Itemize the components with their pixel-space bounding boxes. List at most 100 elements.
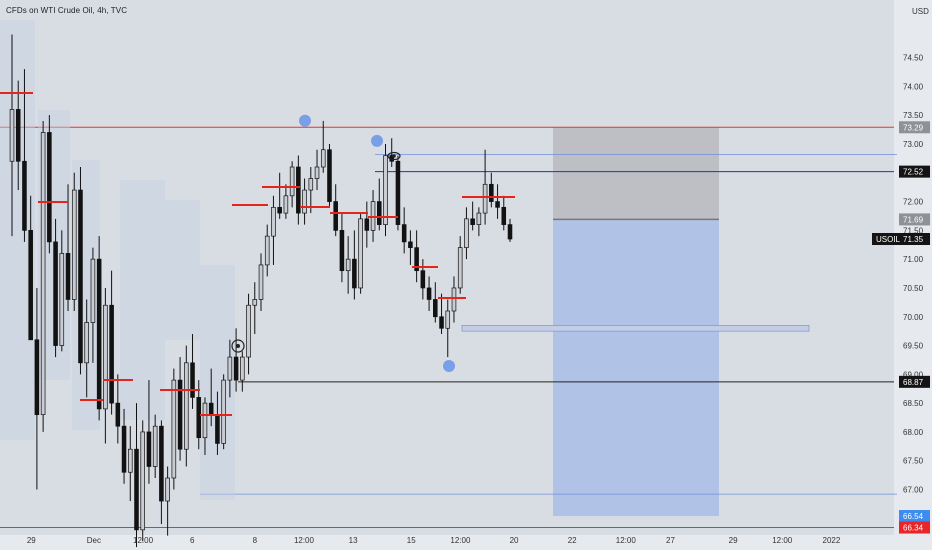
candle-body [59, 253, 65, 346]
candle-body [84, 322, 89, 364]
price-tag-label: 68.87 [903, 378, 924, 387]
price-tag [899, 510, 930, 523]
y-tick-label: 68.50 [903, 399, 924, 408]
candle-body [439, 316, 444, 329]
candle-body [109, 304, 114, 404]
swing-marker [299, 114, 311, 127]
currency-label: USD [912, 7, 929, 16]
candle [9, 34, 15, 237]
candle [196, 380, 202, 450]
demand-zone [461, 325, 810, 332]
candle [457, 236, 463, 294]
candle-body [320, 149, 326, 168]
candle-body [296, 166, 301, 214]
candle-body [190, 362, 195, 398]
candle-body [103, 304, 108, 410]
candle-body [9, 109, 15, 162]
y-tick-label: 72.00 [903, 198, 924, 207]
candle [345, 236, 351, 294]
candle [227, 339, 233, 398]
volume-profile-box [200, 265, 235, 500]
candle-body [240, 356, 245, 381]
candle-body [196, 397, 202, 439]
candle [451, 276, 457, 323]
candle [28, 195, 33, 341]
candle [78, 167, 83, 375]
candle-body [352, 258, 357, 289]
volume-profile-box [72, 160, 100, 430]
candle-body [146, 431, 152, 467]
eye-outline [387, 151, 401, 161]
price-axis-panel [894, 0, 932, 550]
candle-body [34, 339, 40, 416]
y-tick-label: 71.50 [903, 226, 924, 235]
candle-body [489, 183, 494, 202]
candle-body [65, 253, 71, 300]
price-tag-label: 66.34 [903, 524, 924, 533]
candle [302, 178, 307, 225]
candle-body [501, 206, 507, 225]
eye-pupil [392, 154, 396, 158]
y-tick-label: 70.00 [903, 313, 924, 322]
candle [221, 374, 226, 450]
candle [202, 397, 208, 455]
candle [507, 218, 513, 242]
candle-body [152, 425, 158, 467]
candle [34, 287, 40, 490]
candle [258, 253, 264, 311]
candle [277, 172, 282, 219]
candle-body [227, 356, 233, 381]
candle [184, 345, 189, 467]
y-tick-label: 70.50 [903, 284, 924, 293]
stop-loss-zone [553, 127, 719, 220]
candle-body [277, 206, 282, 214]
candle [103, 287, 108, 444]
candle [426, 276, 432, 311]
candle [22, 69, 27, 242]
candle [146, 380, 152, 484]
candle-body [426, 287, 432, 300]
candle [90, 247, 96, 363]
x-tick-label: 12:00 [772, 536, 793, 545]
candle-body [482, 183, 488, 214]
candle [289, 161, 295, 208]
candle-body [271, 206, 276, 237]
x-tick-label: 2022 [823, 536, 841, 545]
candle-body [252, 299, 258, 306]
y-tick-label: 67.00 [903, 486, 924, 495]
candle-body [47, 132, 52, 243]
candle [240, 351, 245, 392]
candle [501, 195, 507, 231]
candle-body [507, 224, 513, 240]
candle-body [78, 189, 83, 364]
chart-title: CFDs on WTI Crude Oil, 4h, TVC [6, 6, 128, 15]
candle-body [364, 218, 370, 231]
candle-body [376, 201, 382, 225]
candle [152, 414, 158, 479]
candle [59, 230, 65, 352]
symbol-label: USOIL [876, 235, 901, 244]
candle [171, 368, 177, 490]
candle-body [476, 212, 482, 225]
price-tag [899, 213, 930, 226]
candle-body [177, 379, 183, 450]
candle-body [457, 247, 463, 289]
candle [134, 403, 139, 548]
x-tick-label: 13 [349, 536, 358, 545]
volume-profile-box [165, 200, 200, 340]
candle [296, 155, 301, 225]
candle-body [22, 160, 27, 231]
candle [445, 299, 451, 358]
candle [264, 224, 270, 277]
candle [190, 334, 195, 409]
candle-body [420, 270, 426, 289]
candle-body [121, 425, 127, 473]
candle-body [470, 218, 475, 225]
candle [352, 230, 357, 300]
candle [495, 184, 500, 219]
target-dot [236, 344, 240, 348]
candle [121, 408, 127, 484]
candle-body [327, 149, 332, 202]
